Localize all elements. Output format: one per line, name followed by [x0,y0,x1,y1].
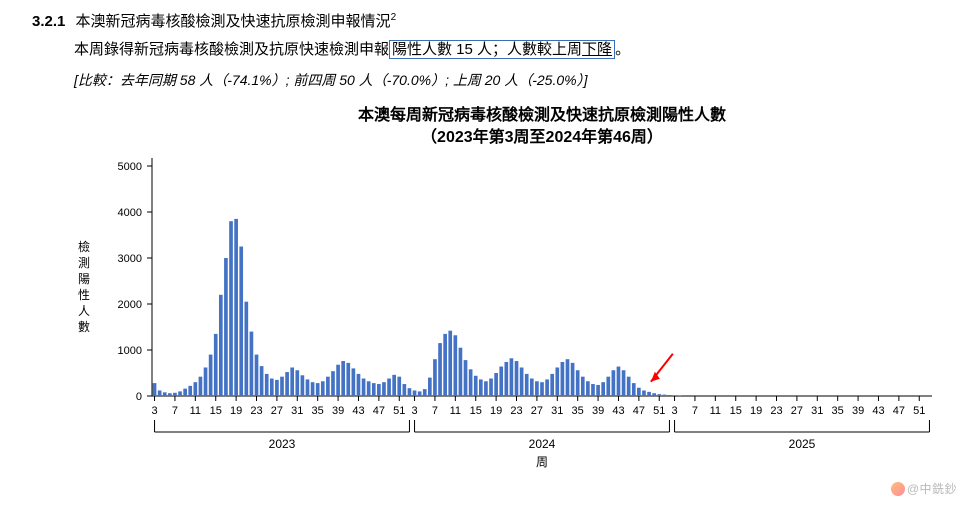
svg-text:15: 15 [210,405,222,417]
section-number: 3.2.1 [32,13,65,30]
svg-text:39: 39 [852,405,864,417]
svg-text:15: 15 [730,405,742,417]
svg-text:51: 51 [393,405,405,417]
svg-text:7: 7 [172,405,178,417]
svg-text:23: 23 [770,405,782,417]
svg-text:2000: 2000 [118,299,142,311]
highlight-text-a: 陽性人數 15 人；人數較上周 [392,41,582,58]
comparison-line: [比較：去年同期 58 人（-74.1%）; 前四周 50 人（-70.0%）;… [74,68,955,92]
svg-text:27: 27 [271,405,283,417]
svg-text:3: 3 [671,405,677,417]
svg-text:23: 23 [510,405,522,417]
weekly-positives-bar-chart: 本澳每周新冠病毒核酸檢測及快速抗原檢測陽性人數 （2023年第3周至2024年第4… [52,96,952,496]
svg-text:47: 47 [373,405,385,417]
svg-text:31: 31 [551,405,563,417]
svg-text:43: 43 [352,405,364,417]
svg-text:23: 23 [250,405,262,417]
svg-text:47: 47 [633,405,645,417]
svg-text:3000: 3000 [118,253,142,265]
section-title: 本澳新冠病毒核酸檢測及快速抗原檢測申報情況 [76,13,391,30]
svg-text:檢: 檢 [78,239,90,254]
svg-text:周: 周 [536,455,548,469]
svg-text:31: 31 [291,405,303,417]
svg-text:19: 19 [230,405,242,417]
svg-text:11: 11 [190,405,201,417]
svg-text:性: 性 [78,288,90,302]
svg-text:27: 27 [791,405,803,417]
summary-suffix: 。 [615,41,630,58]
svg-text:（2023年第3周至2024年第46周）: （2023年第3周至2024年第46周） [421,127,663,146]
svg-text:3: 3 [151,405,157,417]
svg-text:39: 39 [332,405,344,417]
svg-text:2025: 2025 [789,437,816,451]
svg-text:51: 51 [913,405,925,417]
svg-text:43: 43 [612,405,624,417]
svg-text:0: 0 [136,391,142,403]
svg-text:35: 35 [832,405,844,417]
svg-text:本澳每周新冠病毒核酸檢測及快速抗原檢測陽性人數: 本澳每周新冠病毒核酸檢測及快速抗原檢測陽性人數 [358,105,726,124]
svg-text:27: 27 [531,405,543,417]
svg-text:15: 15 [470,405,482,417]
svg-text:11: 11 [710,405,721,417]
svg-text:39: 39 [592,405,604,417]
svg-text:4000: 4000 [118,207,142,219]
svg-text:35: 35 [572,405,584,417]
svg-text:35: 35 [312,405,324,417]
svg-text:數: 數 [78,320,90,334]
svg-text:5000: 5000 [118,161,142,173]
svg-text:11: 11 [450,405,461,417]
footnote-marker: 2 [391,12,397,23]
svg-text:7: 7 [692,405,698,417]
summary-prefix: 本周錄得新冠病毒核酸檢測及抗原快速檢測申報 [74,41,389,58]
svg-text:47: 47 [893,405,905,417]
svg-text:1000: 1000 [118,345,142,357]
svg-text:3: 3 [411,405,417,417]
svg-text:43: 43 [872,405,884,417]
page: { "heading": { "section_number": "3.2.1"… [0,0,975,507]
chart-container: 本澳每周新冠病毒核酸檢測及快速抗原檢測陽性人數 （2023年第3周至2024年第4… [52,96,952,496]
svg-text:7: 7 [432,405,438,417]
section-heading: 3.2.1 本澳新冠病毒核酸檢測及快速抗原檢測申報情況2 [32,6,955,34]
svg-text:2024: 2024 [529,437,556,451]
svg-text:人: 人 [78,304,90,318]
svg-text:31: 31 [811,405,823,417]
highlight-box: 陽性人數 15 人；人數較上周下降 [389,40,615,59]
summary-line: 本周錄得新冠病毒核酸檢測及抗原快速檢測申報陽性人數 15 人；人數較上周下降。 [74,38,955,62]
highlight-text-b: 下降 [582,41,612,58]
svg-text:19: 19 [490,405,502,417]
svg-text:51: 51 [653,405,665,417]
svg-text:測: 測 [78,256,90,270]
svg-text:19: 19 [750,405,762,417]
svg-text:2023: 2023 [269,437,296,451]
svg-text:陽: 陽 [78,272,90,286]
